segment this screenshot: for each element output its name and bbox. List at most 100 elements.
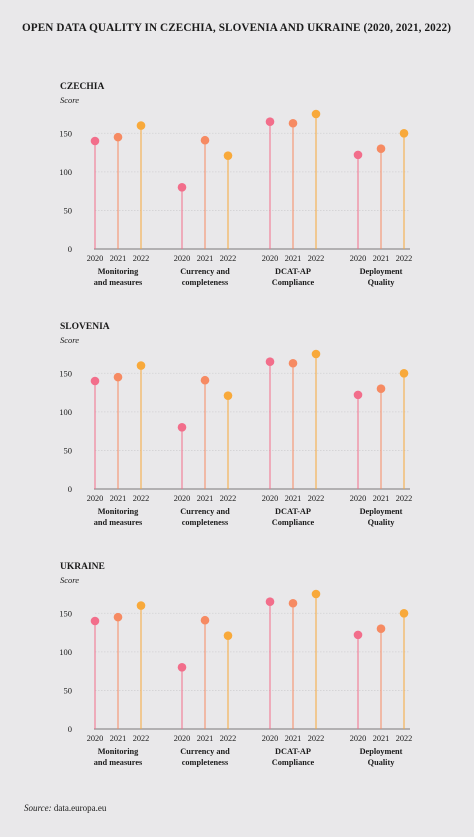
category-label: Currency and xyxy=(180,747,230,756)
category-label: DCAT-AP xyxy=(275,747,311,756)
category-label: completeness xyxy=(182,278,229,287)
category-label: DCAT-AP xyxy=(275,267,311,276)
y-axis-label: Score xyxy=(60,575,79,585)
lollipop-dot xyxy=(90,136,100,146)
category-label: completeness xyxy=(182,518,229,527)
y-axis-label: Score xyxy=(60,335,79,345)
lollipop-dot xyxy=(288,358,298,368)
y-tick-label: 150 xyxy=(59,368,72,378)
lollipop-dot xyxy=(113,132,123,142)
category-label: and measures xyxy=(94,758,143,767)
chart-ukraine: UKRAINE Score 0 50 100 150 2020 2021 2022 Monitor… xyxy=(59,562,413,767)
x-tick-label: 2022 xyxy=(396,254,413,263)
y-tick-label: 100 xyxy=(59,647,72,657)
x-tick-label: 2022 xyxy=(220,734,237,743)
category-label: Compliance xyxy=(272,278,315,287)
lollipop-dot xyxy=(177,422,187,432)
category-label: DCAT-AP xyxy=(275,507,311,516)
source-value: data.europa.eu xyxy=(53,803,107,813)
x-tick-label: 2021 xyxy=(197,254,214,263)
lollipop-dot xyxy=(265,117,275,127)
chart-slovenia: SLOVENIA Score 0 50 100 150 2020 2021 2022 Monito… xyxy=(59,322,413,527)
category-label: Quality xyxy=(368,758,396,767)
lollipop-dot xyxy=(399,128,409,138)
lollipop-dot xyxy=(90,616,100,626)
lollipop-dot xyxy=(136,361,146,370)
category-label: Monitoring xyxy=(98,267,139,276)
y-tick-label: 0 xyxy=(68,484,72,494)
lollipop-dot xyxy=(90,376,100,386)
x-tick-label: 2020 xyxy=(262,734,279,743)
x-tick-label: 2022 xyxy=(396,734,413,743)
category-label: Quality xyxy=(368,278,396,287)
lollipop-dot xyxy=(177,182,187,192)
x-tick-label: 2020 xyxy=(350,494,367,503)
lollipop-dot xyxy=(200,375,210,385)
lollipop-dot xyxy=(113,372,123,382)
category-label: Monitoring xyxy=(98,747,139,756)
lollipop-dot xyxy=(265,357,275,367)
lollipop-dot xyxy=(200,615,210,625)
x-tick-label: 2020 xyxy=(350,734,367,743)
lollipop-dot xyxy=(376,144,386,154)
x-tick-label: 2021 xyxy=(197,734,214,743)
x-tick-label: 2020 xyxy=(262,494,279,503)
x-tick-label: 2021 xyxy=(373,494,390,503)
chart-czechia: CZECHIA Score 0 50 100 150 2020 2021 2022 Monitor… xyxy=(59,82,413,287)
x-tick-label: 2022 xyxy=(396,494,413,503)
x-tick-label: 2021 xyxy=(285,734,302,743)
page-title: OPEN DATA QUALITY IN CZECHIA, SLOVENIA A… xyxy=(22,22,452,34)
lollipop-dot xyxy=(311,349,321,359)
lollipop-dot xyxy=(136,601,146,610)
y-axis-label: Score xyxy=(60,95,79,105)
y-tick-label: 50 xyxy=(64,685,73,695)
x-tick-label: 2022 xyxy=(308,254,325,263)
lollipop-dot xyxy=(311,109,321,119)
y-tick-label: 150 xyxy=(59,608,72,618)
x-tick-label: 2022 xyxy=(308,734,325,743)
x-tick-label: 2020 xyxy=(262,254,279,263)
y-tick-label: 100 xyxy=(59,407,72,417)
x-tick-label: 2020 xyxy=(174,734,191,743)
x-tick-label: 2021 xyxy=(373,734,390,743)
y-tick-label: 50 xyxy=(64,445,73,455)
lollipop-dot xyxy=(113,612,123,622)
lollipop-dot xyxy=(376,624,386,634)
x-tick-label: 2021 xyxy=(110,734,127,743)
lollipop-dot xyxy=(223,391,233,400)
x-tick-label: 2020 xyxy=(350,254,367,263)
lollipop-dot xyxy=(399,608,409,618)
category-label: Monitoring xyxy=(98,507,139,516)
x-tick-label: 2021 xyxy=(285,494,302,503)
lollipop-dot xyxy=(200,135,210,145)
x-tick-label: 2020 xyxy=(174,494,191,503)
x-tick-label: 2021 xyxy=(110,494,127,503)
x-tick-label: 2022 xyxy=(133,494,150,503)
lollipop-dot xyxy=(177,662,187,672)
y-tick-label: 0 xyxy=(68,244,72,254)
x-tick-label: 2020 xyxy=(87,494,104,503)
y-tick-label: 100 xyxy=(59,167,72,177)
panel-title: SLOVENIA xyxy=(60,322,110,332)
category-label: Deployment xyxy=(360,747,403,756)
panel-title: UKRAINE xyxy=(60,562,105,572)
category-label: Compliance xyxy=(272,518,315,527)
lollipop-dot xyxy=(311,589,321,599)
lollipop-dot xyxy=(353,150,363,160)
lollipop-dot xyxy=(376,384,386,394)
category-label: completeness xyxy=(182,758,229,767)
lollipop-dot xyxy=(353,390,363,400)
x-tick-label: 2022 xyxy=(220,254,237,263)
category-label: Compliance xyxy=(272,758,315,767)
x-tick-label: 2022 xyxy=(308,494,325,503)
y-tick-label: 50 xyxy=(64,205,73,215)
x-tick-label: 2021 xyxy=(110,254,127,263)
category-label: Currency and xyxy=(180,507,230,516)
lollipop-dot xyxy=(136,121,146,130)
lollipop-dot xyxy=(223,151,233,160)
source-note: Source: data.europa.eu xyxy=(24,803,106,813)
x-tick-label: 2020 xyxy=(87,254,104,263)
x-tick-label: 2022 xyxy=(133,734,150,743)
category-label: Quality xyxy=(368,518,396,527)
category-label: Deployment xyxy=(360,267,403,276)
